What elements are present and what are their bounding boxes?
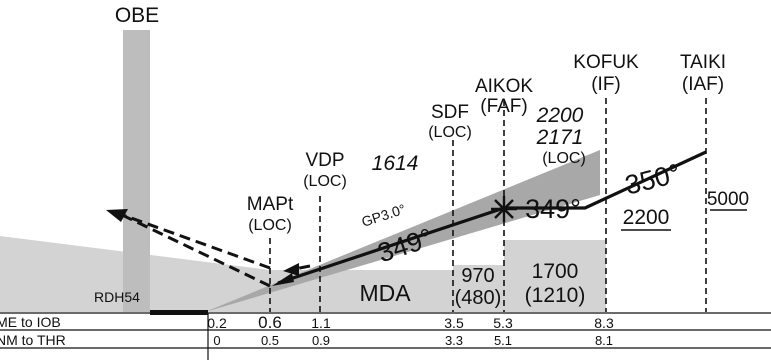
glidepath-label: GP3.0° <box>359 201 407 230</box>
faf-segment-terrain <box>504 240 606 312</box>
thr-value: 0 <box>213 333 220 348</box>
dme-value: 0.6 <box>258 313 282 332</box>
faf-segment-alt: 1700 <box>532 260 579 283</box>
vdp-name: VDP <box>305 150 344 171</box>
mda-label: MDA <box>359 280 411 306</box>
mapt-sub: (LOC) <box>248 217 292 234</box>
sdf-segment-alt: 970 <box>461 265 494 287</box>
if-sub: (IF) <box>591 74 621 95</box>
faf-altitude-sub: (LOC) <box>542 150 586 167</box>
sdf-name: SDF <box>431 102 469 123</box>
iaf-name: TAIKI <box>680 52 726 73</box>
dme-value: 0.2 <box>207 315 227 331</box>
thr-value: 5.1 <box>494 333 512 348</box>
glidepath-wedge <box>205 150 600 312</box>
dme-value: 1.1 <box>311 315 331 331</box>
vdp-altitude: 1614 <box>372 152 419 175</box>
thr-value: 8.1 <box>595 333 613 348</box>
final-course-2: 349° <box>525 194 581 224</box>
mapt-name: MAPt <box>247 194 294 215</box>
iaf-sub: (IAF) <box>682 74 724 95</box>
distance-table <box>0 312 771 360</box>
obstacle-label: OBE <box>115 4 159 27</box>
sdf-segment-terrain <box>453 265 504 312</box>
faf-star-icon <box>491 196 517 222</box>
thr-row-label: NM to THR <box>0 332 66 348</box>
final-course-1: 349° <box>374 223 436 269</box>
final-approach-path <box>277 150 707 285</box>
dme-row-label: DME to IOB <box>0 314 61 330</box>
rdh-label: RDH54 <box>94 289 140 305</box>
faf-altitude-2: 2171 <box>536 126 584 149</box>
missed-approach-paths <box>119 212 311 288</box>
faf-segment-alt-sub: (1210) <box>525 284 586 307</box>
thr-value: 0.5 <box>261 333 279 348</box>
obstacle-column <box>123 30 150 312</box>
final-approach-arrowhead <box>272 273 294 286</box>
dme-value: 5.3 <box>493 315 513 331</box>
faf-name: AIKOK <box>475 76 533 97</box>
sdf-sub: (LOC) <box>428 124 472 141</box>
dme-value: 3.5 <box>444 315 464 331</box>
faf-altitude-1: 2200 <box>536 104 584 127</box>
faf-sub: (FAF) <box>480 96 528 117</box>
thr-value: 0.9 <box>312 333 330 348</box>
if-altitude: 2200 <box>623 206 670 229</box>
if-name: KOFUK <box>573 52 639 73</box>
sdf-segment-alt-sub: (480) <box>455 287 502 309</box>
iaf-altitude: 5000 <box>707 189 749 210</box>
missed-approach-arrowhead <box>106 209 128 222</box>
vdp-sub: (LOC) <box>303 173 347 190</box>
dme-value: 8.3 <box>594 315 614 331</box>
level-arrowhead <box>283 263 299 276</box>
initial-course: 350° <box>622 158 683 201</box>
thr-value: 3.3 <box>445 333 463 348</box>
